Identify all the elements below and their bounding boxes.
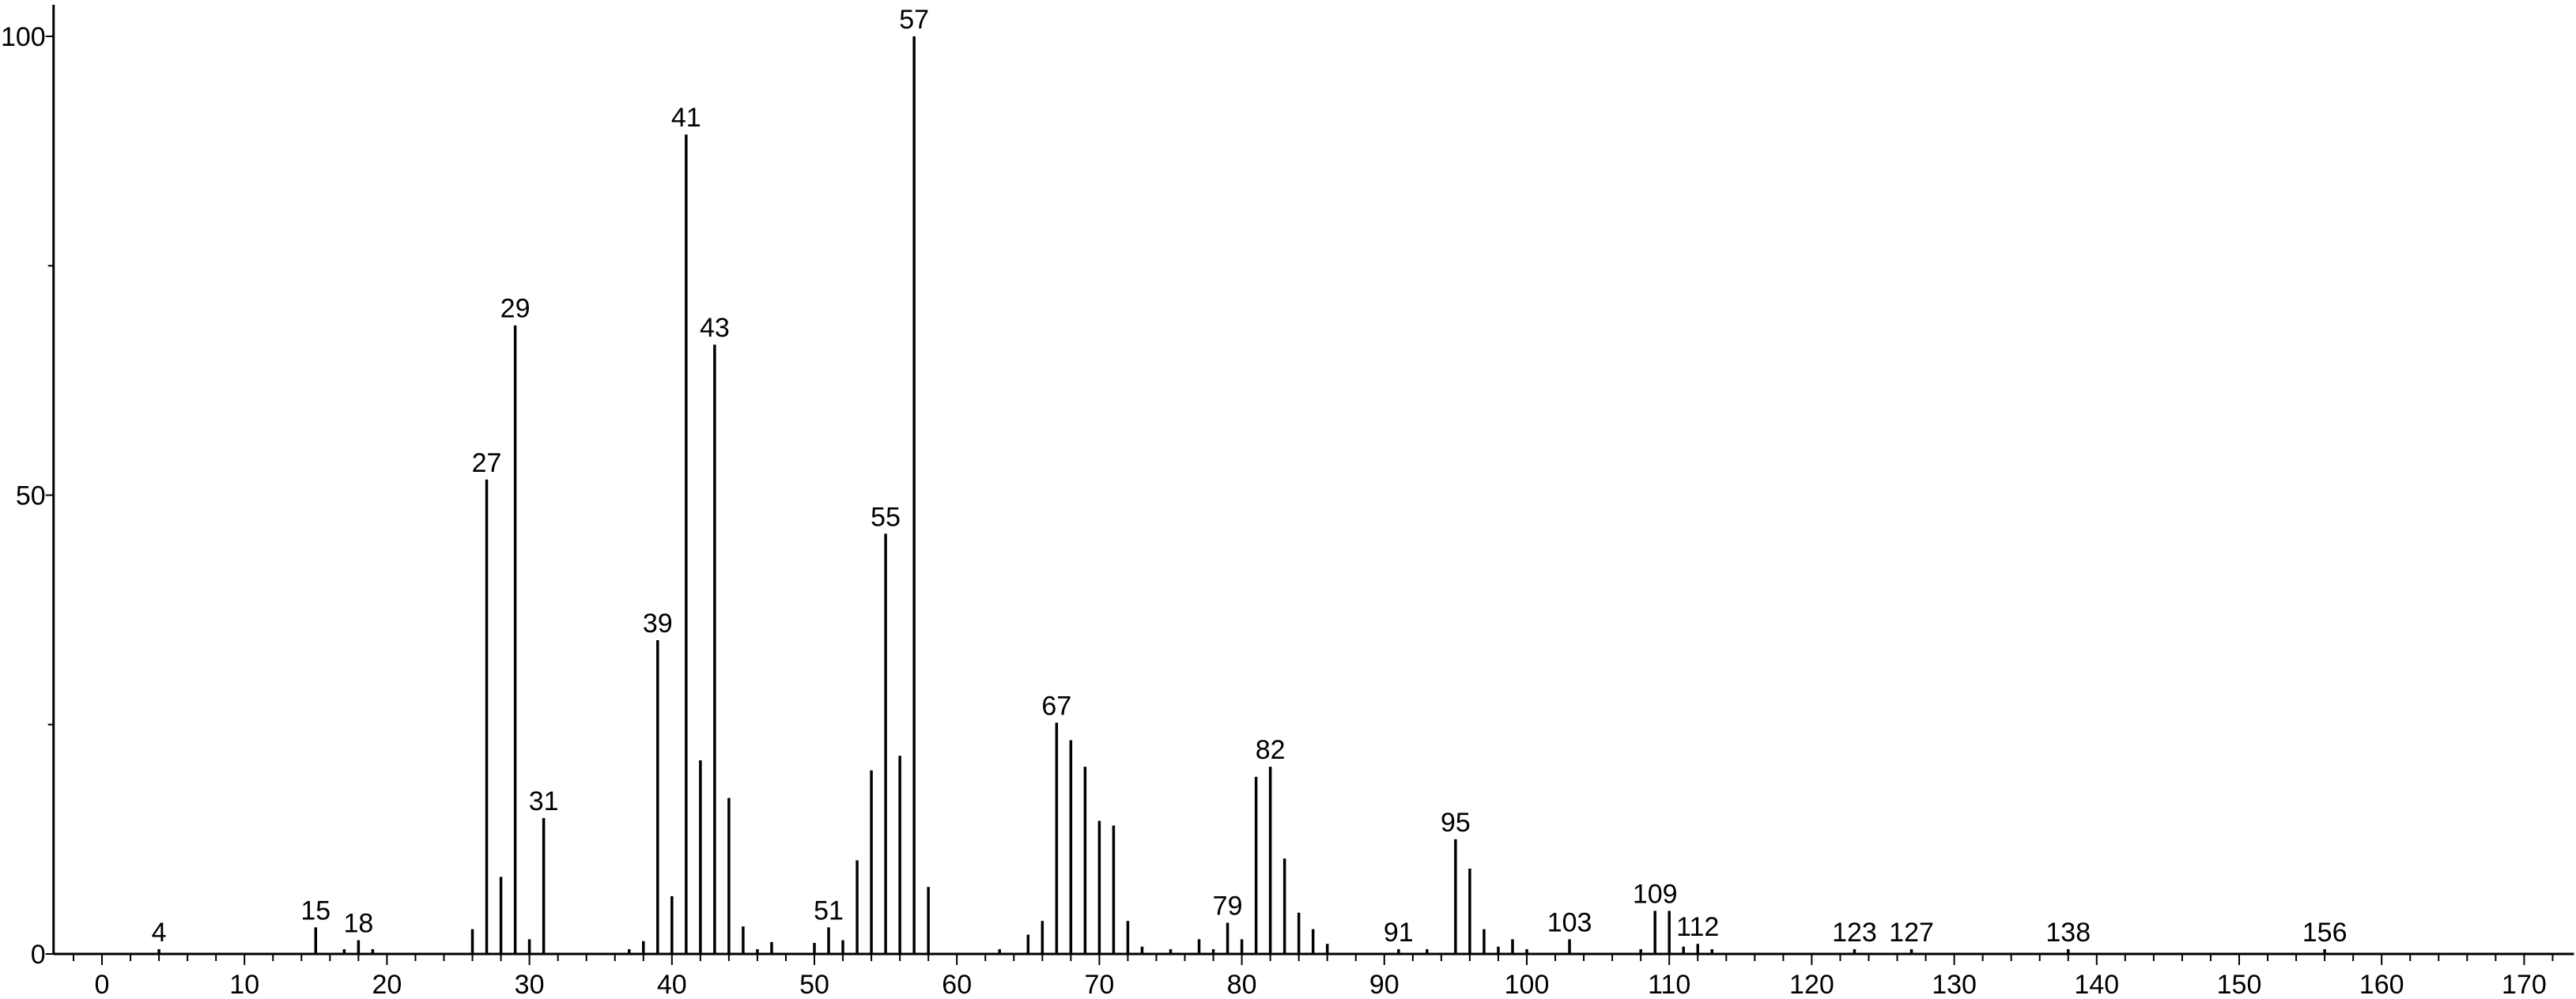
peak-label: 123 — [1832, 918, 1877, 948]
peak-label: 112 — [1676, 912, 1719, 942]
x-tick-label: 150 — [2217, 970, 2262, 999]
x-tick-label: 120 — [1789, 970, 1834, 999]
x-tick-label: 130 — [1932, 970, 1977, 999]
x-tick-label: 140 — [2074, 970, 2119, 999]
y-tick-label: 100 — [1, 22, 46, 52]
peak-label: 55 — [871, 502, 901, 532]
x-tick-label: 80 — [1227, 970, 1257, 999]
peak-label: 51 — [814, 895, 844, 925]
peak-label: 91 — [1384, 918, 1414, 948]
y-tick-label: 0 — [31, 940, 46, 970]
peaks — [157, 36, 2326, 954]
peak-label: 95 — [1441, 808, 1471, 838]
peak-label: 67 — [1041, 691, 1071, 721]
peak-label: 57 — [899, 5, 929, 35]
x-tick-label: 60 — [942, 970, 972, 999]
x-tick-label: 110 — [1648, 970, 1690, 999]
peak-label: 41 — [671, 103, 701, 133]
x-tick-label: 50 — [799, 970, 829, 999]
peak-label: 31 — [529, 786, 559, 816]
peak-label: 27 — [472, 448, 502, 478]
peak-label: 82 — [1256, 735, 1286, 765]
x-tick-label: 30 — [515, 970, 545, 999]
peak-label: 18 — [343, 909, 373, 939]
peak-label: 15 — [300, 895, 330, 925]
x-tick-label: 170 — [2502, 970, 2547, 999]
peak-label: 103 — [1547, 907, 1592, 937]
peak-label: 29 — [500, 294, 531, 324]
axes: 0 10 20 30 40 50 60 70 80 90 100 110 120 130 140 150 160… — [1, 5, 2574, 999]
peak-label: 39 — [643, 609, 673, 639]
x-tick-label: 20 — [372, 970, 402, 999]
peak-label: 4 — [152, 918, 167, 948]
peak-label: 138 — [2045, 918, 2091, 948]
y-tick-label: 50 — [16, 481, 46, 511]
x-tick-label: 90 — [1369, 970, 1399, 999]
x-tick-label: 40 — [657, 970, 687, 999]
peak-labels: 415 1827293139414351555767798291951031091… — [152, 5, 2347, 948]
x-tick-label: 100 — [1505, 970, 1550, 999]
peak-label: 109 — [1633, 879, 1678, 909]
x-tick-label: 160 — [2359, 970, 2404, 999]
peak-label: 127 — [1889, 918, 1934, 948]
peak-label: 156 — [2302, 918, 2347, 948]
peak-label: 79 — [1213, 892, 1243, 922]
peak-label: 43 — [700, 313, 730, 343]
x-tick-label: 0 — [95, 970, 110, 999]
x-tick-label: 70 — [1084, 970, 1114, 999]
x-tick-label: 10 — [229, 970, 259, 999]
